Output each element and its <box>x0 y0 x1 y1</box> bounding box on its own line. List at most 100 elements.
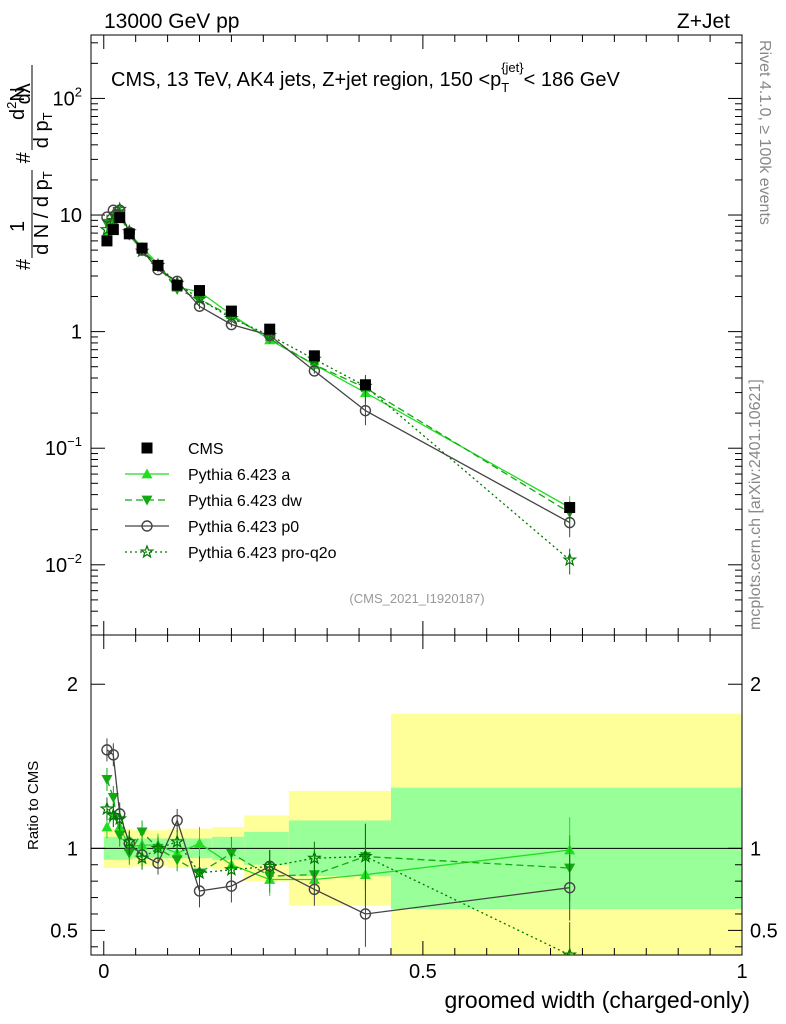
ratio-data-point <box>262 858 278 873</box>
data-point <box>562 552 578 567</box>
y-tick-label: 10−2 <box>45 551 82 577</box>
y-tick-label: 1 <box>71 322 82 344</box>
data-point <box>107 224 119 236</box>
y-tick-label: 10 <box>60 205 82 227</box>
data-point <box>308 365 321 377</box>
ratio-data-point <box>171 814 183 827</box>
data-point <box>101 235 113 247</box>
data-point <box>193 300 206 312</box>
legend-entry: Pythia 6.423 dw <box>125 493 302 510</box>
plot-title-sup: {jet} <box>501 60 524 75</box>
header-process-label: Z+Jet <box>677 10 730 33</box>
ratio-data-point <box>192 865 207 880</box>
data-point <box>264 323 276 335</box>
ratio-data-point <box>194 837 205 848</box>
plot-title-tail: < 186 GeV <box>524 69 621 91</box>
ratio-series-group <box>99 738 578 955</box>
ratio-y-tick-label-left: 0.5 <box>50 920 78 942</box>
data-point <box>308 350 320 362</box>
data-point <box>564 502 576 514</box>
legend-marker <box>139 544 155 559</box>
main-series-group <box>99 201 578 575</box>
ratio-data-point <box>112 811 128 826</box>
ratio-y-tick-label-left: 1 <box>67 838 78 860</box>
legend-label: Pythia 6.423 a <box>188 467 290 484</box>
x-axis-label: groomed width (charged-only) <box>444 987 750 1013</box>
series-pythia-6-423-dw <box>101 209 576 528</box>
series-cms <box>101 212 576 514</box>
ratio-plot-frame <box>90 634 743 956</box>
series-line <box>106 209 571 509</box>
y-tick-label: 102 <box>53 84 82 110</box>
ratio-data-point <box>307 850 322 865</box>
data-point <box>194 285 205 297</box>
ratio-data-point <box>359 908 372 920</box>
ylabel-den2-sub: T <box>40 112 55 120</box>
data-point <box>101 211 113 223</box>
series-line <box>106 207 571 561</box>
ratio-data-point <box>114 830 126 841</box>
ylabel-hash2: # <box>13 151 35 163</box>
legend-label: Pythia 6.423 p0 <box>188 519 299 536</box>
legend-marker <box>141 520 153 532</box>
ratio-data-point <box>134 850 150 865</box>
x-tick-label: 1 <box>736 961 747 983</box>
series-line <box>106 209 571 524</box>
header-energy-label: 13000 GeV pp <box>104 10 239 33</box>
main-y-axis-label: #d N / d pT#d pTdλ 1 d2N <box>4 65 55 270</box>
data-point <box>563 516 576 529</box>
ratio-plot-panel: 0.5 0.51 12 20 0.5 1 Ratio to CMS groomed wid… <box>25 634 778 1013</box>
ratio-series-pythia-6-423-pro-q2o <box>99 797 578 955</box>
data-point <box>107 204 120 216</box>
data-point <box>225 318 238 331</box>
main-plot-panel: 10−2 10−1 1 10 102 CMS, 13 TeV, AK4 jets, Z+… <box>45 34 743 636</box>
ratio-data-point <box>105 807 121 822</box>
legend-marker <box>141 442 153 454</box>
plot-title: CMS, 13 TeV, AK4 jets, Z+jet region, 150… <box>111 60 620 95</box>
analysis-watermark: (CMS_2021_I1920187) <box>349 591 484 606</box>
legend-entry: Pythia 6.423 a <box>125 467 290 484</box>
ratio-data-point <box>101 775 113 785</box>
ratio-data-point <box>308 883 321 896</box>
legend-entry: Pythia 6.423 p0 <box>125 519 299 536</box>
ylabel-one: 1 <box>7 221 29 232</box>
main-axis-ticks: 10−2 10−1 1 10 102 <box>45 35 743 635</box>
data-point <box>359 404 372 417</box>
data-point <box>152 259 164 271</box>
ratio-data-point <box>99 801 115 816</box>
x-tick-label: 0.5 <box>409 961 437 983</box>
legend-marker <box>141 468 153 479</box>
data-point <box>136 242 148 254</box>
ratio-y-tick-label-right: 2 <box>750 674 761 696</box>
x-tick-label: 0 <box>98 961 109 983</box>
legend-entry: CMS <box>141 441 224 458</box>
ratio-y-tick-label-right: 1 <box>750 838 761 860</box>
ylabel-num: d2N <box>4 87 29 120</box>
ratio-data-point <box>136 827 148 838</box>
mcplots-label: mcplots.cern.ch [arXiv:2401.10621] <box>747 379 764 630</box>
data-point <box>171 279 183 291</box>
ratio-data-point <box>171 855 183 866</box>
data-point <box>225 305 237 317</box>
ylabel-den-sub: T <box>40 171 55 179</box>
series-pythia-6-423-a <box>101 205 576 523</box>
legend-label: Pythia 6.423 pro-q2o <box>188 545 337 562</box>
rivet-version-label: Rivet 4.1.0, ≥ 100k events <box>756 40 773 225</box>
ratio-y-tick-label-left: 2 <box>67 674 78 696</box>
ratio-data-point <box>223 861 239 876</box>
plot-title-main: CMS, 13 TeV, AK4 jets, Z+jet region, 150… <box>111 69 501 91</box>
data-point <box>359 379 371 391</box>
ratio-data-point <box>101 821 113 832</box>
data-point <box>123 228 135 240</box>
ratio-data-point <box>563 882 576 894</box>
svg-text:#d N / d pT#d pTdλ: #d N / d pT#d pTdλ <box>13 83 55 270</box>
legend-label: Pythia 6.423 dw <box>188 493 302 510</box>
ratio-data-point <box>150 840 166 855</box>
ratio-data-point <box>107 793 119 803</box>
data-point <box>114 212 126 224</box>
plot-title-sub: T <box>501 80 509 95</box>
ratio-data-point <box>121 834 137 849</box>
ratio-data-point <box>358 848 373 863</box>
y-tick-label: 10−1 <box>45 434 82 460</box>
